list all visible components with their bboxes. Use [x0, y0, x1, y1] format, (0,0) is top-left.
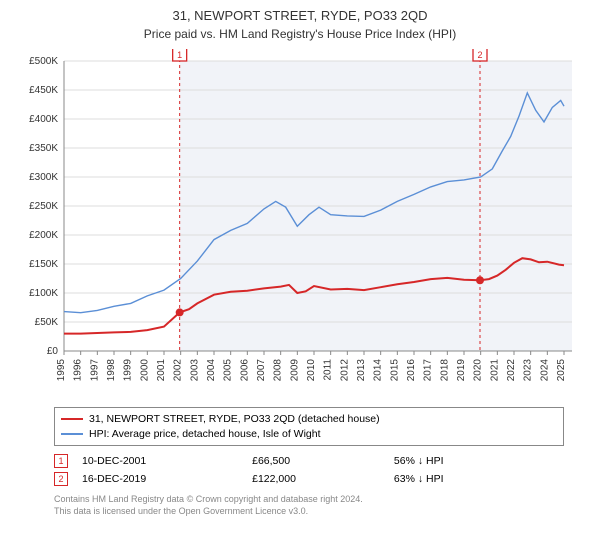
marker-price: £122,000 — [252, 473, 394, 485]
credits-line1: Contains HM Land Registry data © Crown c… — [54, 494, 564, 506]
svg-text:2025: 2025 — [556, 359, 567, 382]
svg-text:2013: 2013 — [356, 359, 367, 382]
marker-pct: 56% ↓ HPI — [394, 455, 564, 467]
marker-date: 16-DEC-2019 — [82, 473, 252, 485]
legend-item: 31, NEWPORT STREET, RYDE, PO33 2QD (deta… — [61, 412, 557, 427]
svg-text:£500K: £500K — [29, 56, 58, 67]
svg-text:£250K: £250K — [29, 201, 58, 212]
svg-text:£400K: £400K — [29, 114, 58, 125]
svg-text:2003: 2003 — [189, 359, 200, 382]
marker-pct: 63% ↓ HPI — [394, 473, 564, 485]
svg-text:£50K: £50K — [35, 317, 59, 328]
svg-text:2011: 2011 — [323, 359, 334, 381]
chart-subtitle: Price paid vs. HM Land Registry's House … — [0, 23, 600, 49]
svg-text:2006: 2006 — [239, 359, 250, 382]
svg-text:2024: 2024 — [539, 359, 550, 382]
svg-text:2007: 2007 — [256, 359, 267, 382]
svg-text:2000: 2000 — [139, 359, 150, 382]
svg-text:£200K: £200K — [29, 230, 58, 241]
marker-badge: 2 — [54, 472, 68, 486]
svg-text:1996: 1996 — [73, 359, 84, 382]
svg-text:2019: 2019 — [456, 359, 467, 382]
svg-text:2015: 2015 — [389, 359, 400, 382]
svg-text:£300K: £300K — [29, 172, 58, 183]
svg-text:2008: 2008 — [273, 359, 284, 382]
svg-text:2023: 2023 — [523, 359, 534, 382]
svg-text:2014: 2014 — [373, 359, 384, 382]
svg-text:£350K: £350K — [29, 143, 58, 154]
svg-text:2009: 2009 — [289, 359, 300, 382]
legend-swatch — [61, 433, 83, 435]
legend-item: HPI: Average price, detached house, Isle… — [61, 427, 557, 442]
svg-text:2001: 2001 — [156, 359, 167, 382]
chart-title: 31, NEWPORT STREET, RYDE, PO33 2QD — [0, 0, 600, 23]
credits: Contains HM Land Registry data © Crown c… — [54, 494, 564, 517]
svg-text:2: 2 — [477, 50, 482, 60]
svg-text:2002: 2002 — [173, 359, 184, 382]
chart-container: 31, NEWPORT STREET, RYDE, PO33 2QD Price… — [0, 0, 600, 560]
chart-svg: £0 £50K £100K £150K £200K £250K £300K £350K £400… — [18, 49, 582, 401]
svg-text:2017: 2017 — [423, 359, 434, 382]
svg-text:£150K: £150K — [29, 259, 58, 270]
marker-row: 2 16-DEC-2019£122,00063% ↓ HPI — [54, 470, 564, 488]
svg-text:1995: 1995 — [56, 359, 67, 382]
svg-text:£0: £0 — [47, 346, 59, 357]
svg-text:2020: 2020 — [473, 359, 484, 382]
legend-label: 31, NEWPORT STREET, RYDE, PO33 2QD (deta… — [89, 412, 380, 427]
svg-text:1999: 1999 — [123, 359, 134, 382]
marker-row: 1 10-DEC-2001£66,50056% ↓ HPI — [54, 452, 564, 470]
legend: 31, NEWPORT STREET, RYDE, PO33 2QD (deta… — [54, 407, 564, 446]
legend-swatch — [61, 418, 83, 420]
svg-text:£450K: £450K — [29, 85, 58, 96]
svg-text:2021: 2021 — [489, 359, 500, 382]
chart-plot-area: £0 £50K £100K £150K £200K £250K £300K £350K £400… — [18, 49, 582, 401]
credits-line2: This data is licensed under the Open Gov… — [54, 506, 564, 518]
svg-text:1: 1 — [177, 50, 182, 60]
legend-label: HPI: Average price, detached house, Isle… — [89, 427, 321, 442]
svg-text:1998: 1998 — [106, 359, 117, 382]
svg-text:2005: 2005 — [223, 359, 234, 382]
svg-text:2018: 2018 — [439, 359, 450, 382]
svg-text:2004: 2004 — [206, 359, 217, 382]
svg-text:2012: 2012 — [339, 359, 350, 382]
svg-text:1997: 1997 — [89, 359, 100, 382]
svg-text:2016: 2016 — [406, 359, 417, 382]
marker-price: £66,500 — [252, 455, 394, 467]
svg-text:£100K: £100K — [29, 288, 58, 299]
marker-badge: 1 — [54, 454, 68, 468]
svg-text:2022: 2022 — [506, 359, 517, 382]
marker-table: 1 10-DEC-2001£66,50056% ↓ HPI 2 16-DEC-2019… — [54, 452, 564, 488]
marker-date: 10-DEC-2001 — [82, 455, 252, 467]
svg-text:2010: 2010 — [306, 359, 317, 382]
